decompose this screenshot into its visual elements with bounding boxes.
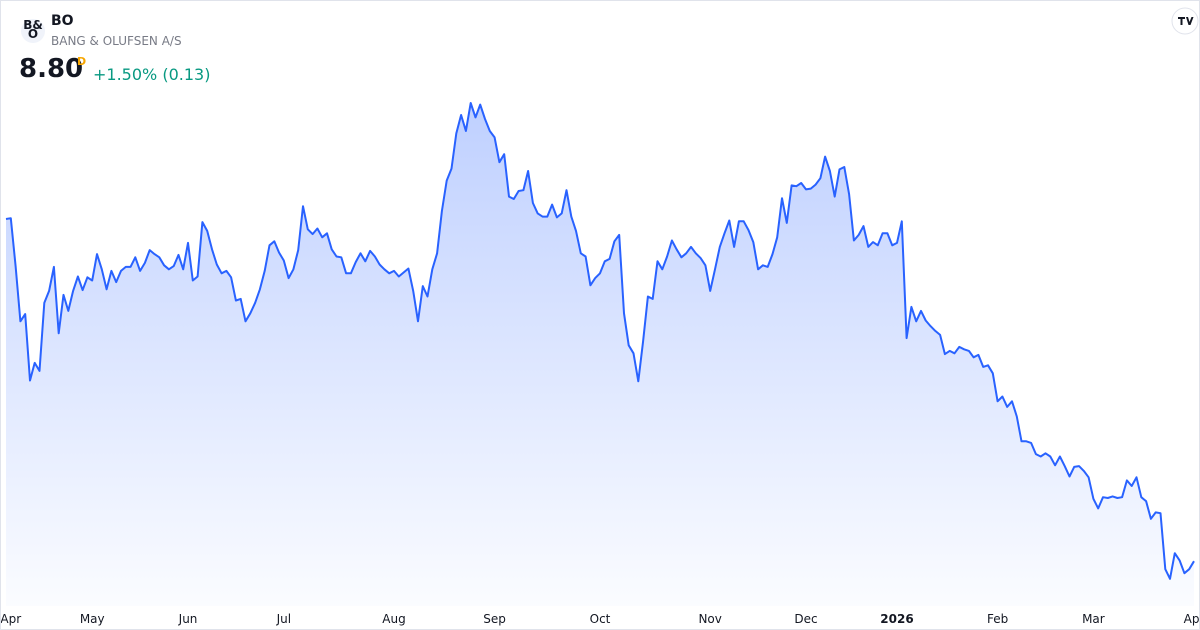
x-tick-label: Sep: [483, 612, 506, 626]
price-line: [5, 102, 1195, 580]
symbol: BO: [51, 13, 74, 29]
company-name: BANG & OLUFSEN A/S: [51, 34, 182, 48]
tv-logo[interactable]: [1171, 7, 1199, 35]
x-tick-label: Jun: [178, 612, 198, 626]
x-tick-label: Jul: [276, 612, 291, 626]
x-tick-label: Nov: [698, 612, 721, 626]
x-tick-label: Dec: [794, 612, 817, 626]
logo: B& O: [21, 19, 45, 43]
x-tick-label: May: [80, 612, 105, 626]
price: 8.80: [19, 54, 84, 84]
x-tick-label: Oct: [590, 612, 611, 626]
svg-text:O: O: [28, 27, 38, 41]
area-fill: [6, 103, 1194, 606]
svg-text:B&: B&: [23, 19, 43, 32]
x-tick-label: Apr: [1184, 612, 1199, 626]
x-tick-label: Mar: [1082, 612, 1105, 626]
change: +1.50% (0.13): [93, 65, 211, 84]
x-tick-label: Feb: [987, 612, 1008, 626]
session: D: [77, 55, 87, 68]
x-tick-label: 2026: [880, 612, 913, 626]
x-tick-label: Aug: [382, 612, 405, 626]
x-tick-label: Apr: [1, 612, 21, 626]
